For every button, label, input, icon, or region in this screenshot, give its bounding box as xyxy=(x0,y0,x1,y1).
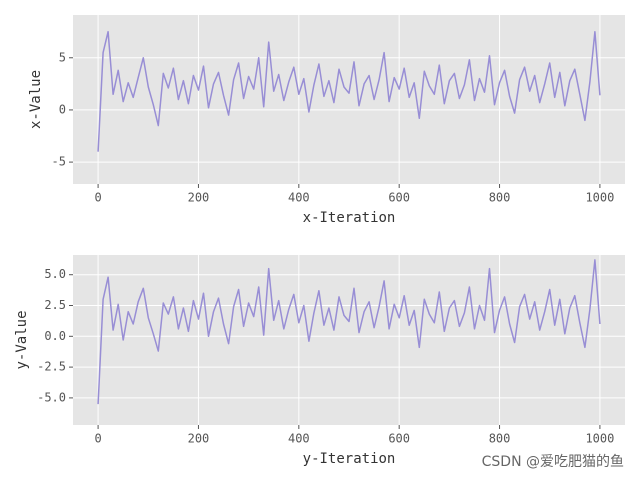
y-tick-label: 2.5 xyxy=(44,298,66,312)
x-tick-label: 0 xyxy=(94,432,101,446)
x-tick-label: 200 xyxy=(188,432,210,446)
x-axis-label: x-Iteration xyxy=(303,210,396,226)
plot-area xyxy=(73,255,625,425)
line xyxy=(97,259,601,405)
x-tick-label: 600 xyxy=(388,191,410,205)
x-tick-label: 200 xyxy=(188,191,210,205)
y-axis-label: y-Value xyxy=(14,310,30,369)
x-tick-label: 600 xyxy=(388,432,410,446)
line xyxy=(97,30,601,152)
x-tick-label: 800 xyxy=(489,191,511,205)
x-tick-label: 1000 xyxy=(585,191,614,205)
x-axis-label: y-Iteration xyxy=(303,451,396,467)
y-axis-label: x-Value xyxy=(28,70,44,129)
x-tick-label: 1000 xyxy=(585,432,614,446)
watermark: CSDN @爱吃肥猫的鱼 xyxy=(482,453,624,470)
y-tick-label: 0 xyxy=(59,102,66,116)
y-tick-label: -5.0 xyxy=(37,390,66,404)
y-tick-label: -5 xyxy=(52,155,66,169)
x-tick-label: 800 xyxy=(489,432,511,446)
x-tick-label: 400 xyxy=(288,432,310,446)
y-tick-label: 5.0 xyxy=(44,267,66,281)
y-tick-label: 0.0 xyxy=(44,329,66,343)
plot-area xyxy=(73,15,625,184)
x-tick-label: 400 xyxy=(288,191,310,205)
y-tick-label: -2.5 xyxy=(37,360,66,374)
y-tick-label: 5 xyxy=(59,50,66,64)
x-tick-label: 0 xyxy=(94,191,101,205)
